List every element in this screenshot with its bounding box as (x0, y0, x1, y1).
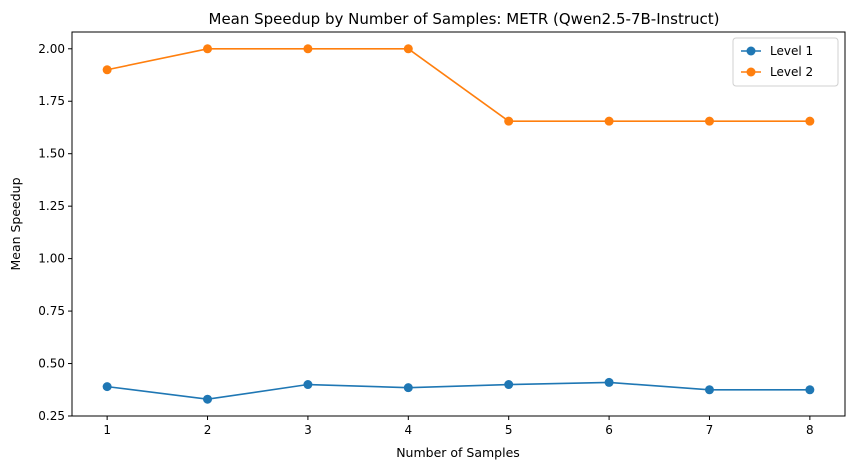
series-line (107, 381, 810, 401)
series-1 (102, 377, 815, 404)
x-tick-label: 8 (806, 423, 814, 437)
y-tick-label: 0.50 (38, 357, 65, 371)
y-tick-label: 1.75 (38, 94, 65, 108)
data-point (303, 44, 313, 54)
y-axis: 0.25 0.50 0.75 1.00 1.25 1.50 1.75 2.00 (38, 42, 72, 423)
x-tick-label: 7 (706, 423, 714, 437)
data-point (805, 385, 815, 395)
x-tick-label: 4 (404, 423, 412, 437)
x-tick-label: 1 (103, 423, 111, 437)
legend-label: Level 2 (770, 65, 813, 79)
data-point (704, 385, 714, 395)
legend-label: Level 1 (770, 44, 813, 58)
y-tick-label: 1.50 (38, 147, 65, 161)
y-axis-label: Mean Speedup (8, 177, 23, 270)
series-layer (102, 44, 815, 404)
x-tick-label: 5 (505, 423, 513, 437)
data-point (604, 116, 614, 126)
data-point (102, 382, 112, 392)
legend-swatch-marker (746, 67, 756, 77)
x-axis: 1 2 3 4 5 6 7 8 (103, 416, 814, 437)
legend-swatch-marker (746, 46, 756, 56)
y-tick-label: 0.75 (38, 304, 65, 318)
chart-title: Mean Speedup by Number of Samples: METR … (209, 10, 720, 28)
data-point (805, 116, 815, 126)
data-point (504, 380, 514, 390)
data-point (303, 380, 313, 390)
data-point (203, 44, 213, 54)
data-point (403, 44, 413, 54)
y-tick-label: 2.00 (38, 42, 65, 56)
data-point (604, 377, 614, 387)
series-2 (102, 44, 815, 126)
series-line (106, 47, 810, 122)
legend: Level 1 Level 2 (732, 37, 839, 87)
data-point (403, 383, 413, 393)
y-tick-label: 0.25 (38, 409, 65, 423)
legend-item: Level 1 (741, 44, 813, 58)
legend-item: Level 2 (741, 65, 813, 79)
y-tick-label: 1.00 (38, 252, 65, 266)
legend-box (732, 37, 839, 87)
x-tick-label: 2 (204, 423, 212, 437)
data-point (504, 116, 514, 126)
data-point (102, 65, 112, 75)
x-axis-label: Number of Samples (396, 445, 520, 460)
data-point (203, 394, 213, 404)
plot-area (71, 31, 846, 417)
x-tick-label: 6 (605, 423, 613, 437)
x-tick-label: 3 (304, 423, 312, 437)
y-tick-label: 1.25 (38, 199, 65, 213)
data-point (704, 116, 714, 126)
